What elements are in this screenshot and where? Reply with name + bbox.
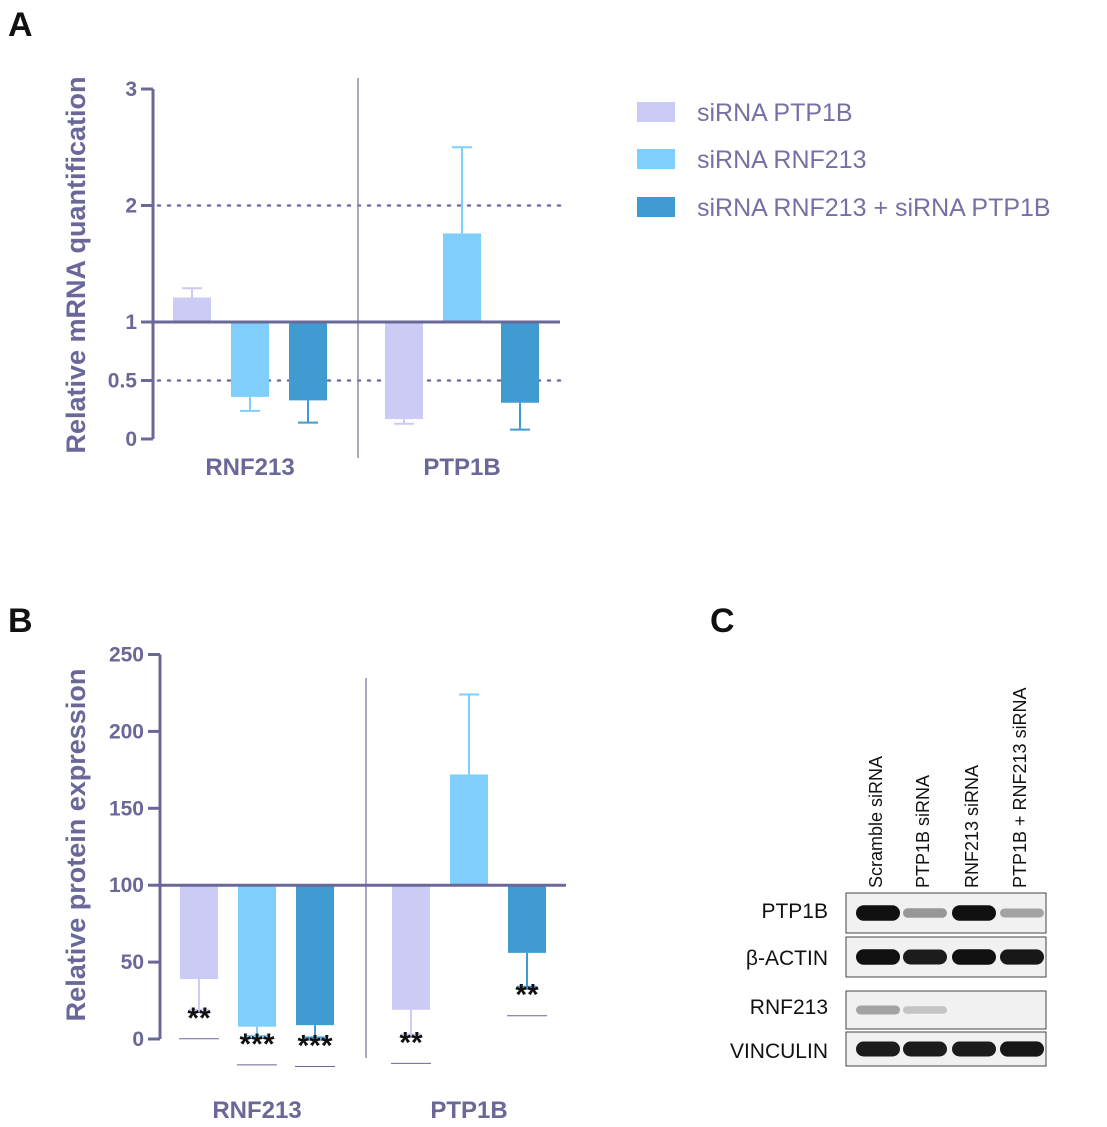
- lane-label: PTP1B + RNF213 siRNA: [1010, 687, 1030, 888]
- blot-band: [856, 949, 900, 965]
- significance-stars: ***: [239, 1028, 274, 1061]
- y-tick-label: 150: [109, 797, 144, 820]
- significance-stars: **: [399, 1026, 423, 1059]
- blot-band: [952, 905, 996, 921]
- blot-row-label: β-ACTIN: [746, 947, 828, 970]
- chart-a-mrna: Relative mRNA quantification 0 0.5 1 2 3 RNF2…: [61, 76, 562, 481]
- bar: [450, 774, 488, 886]
- blot-row-label: VINCULIN: [730, 1040, 828, 1063]
- blot-band: [856, 1005, 900, 1015]
- legend-label-sirna-rnf213-ptp1b: siRNA RNF213 + siRNA PTP1B: [697, 194, 1051, 222]
- lane-label: Scramble siRNA: [866, 756, 886, 888]
- blot-band: [1000, 949, 1044, 965]
- bar: [231, 322, 269, 397]
- blot-band: [903, 908, 947, 918]
- y-tick-label: 50: [121, 951, 144, 974]
- category-label: PTP1B: [430, 1097, 507, 1124]
- panel-b-letter: B: [8, 602, 33, 640]
- significance-stars: **: [187, 1002, 211, 1035]
- legend-item-sirna-rnf213-ptp1b: siRNA RNF213 + siRNA PTP1B: [637, 194, 1051, 222]
- blot-band: [903, 1006, 947, 1014]
- chart-b-ylabel: Relative protein expression: [61, 669, 91, 1022]
- blot-band: [1000, 1041, 1044, 1057]
- lane-label: RNF213 siRNA: [962, 765, 982, 888]
- legend: siRNA PTP1B siRNA RNF213 siRNA RNF213 + …: [637, 99, 1051, 222]
- y-tick-label: 0: [125, 428, 137, 451]
- blot-row-label: PTP1B: [761, 900, 828, 923]
- blot-band: [1000, 908, 1044, 918]
- panel-c-letter: C: [710, 602, 735, 640]
- bar: [238, 885, 276, 1027]
- significance-stars: **: [515, 979, 539, 1012]
- blot-band: [952, 949, 996, 965]
- blot-band: [952, 1041, 996, 1057]
- bar: [180, 885, 218, 980]
- panel-a-letter: A: [8, 6, 33, 44]
- legend-label-sirna-ptp1b: siRNA PTP1B: [697, 99, 853, 127]
- bar: [173, 297, 211, 322]
- blot-band: [903, 1041, 947, 1057]
- chart-a-ylabel: Relative mRNA quantification: [61, 76, 91, 453]
- blot-band: [903, 949, 947, 965]
- bar: [296, 885, 334, 1026]
- legend-swatch-sirna-rnf213: [637, 149, 675, 169]
- lane-label: PTP1B siRNA: [913, 775, 933, 888]
- legend-swatch-sirna-ptp1b: [637, 102, 675, 122]
- bar: [443, 233, 481, 322]
- y-tick-label: 250: [109, 644, 144, 667]
- bar: [385, 322, 423, 420]
- category-label: RNF213: [212, 1097, 301, 1124]
- y-tick-label: 100: [109, 874, 144, 897]
- y-tick-label: 2: [125, 195, 137, 218]
- chart-b-protein: Relative protein expression 0 50 100 150 200…: [61, 644, 566, 1124]
- legend-item-sirna-ptp1b: siRNA PTP1B: [637, 99, 853, 127]
- legend-item-sirna-rnf213: siRNA RNF213: [637, 146, 867, 174]
- blot-band: [856, 905, 900, 921]
- category-label: PTP1B: [423, 454, 500, 481]
- western-blot: Scramble siRNA PTP1B siRNA RNF213 siRNA PTP…: [730, 687, 1047, 1067]
- bar: [392, 885, 430, 1010]
- bar: [501, 322, 539, 403]
- blot-band: [856, 1041, 900, 1057]
- bar: [289, 322, 327, 401]
- y-tick-label: 0: [132, 1028, 144, 1051]
- y-tick-label: 0.5: [108, 370, 138, 393]
- significance-stars: ***: [297, 1029, 332, 1062]
- legend-swatch-sirna-rnf213-ptp1b: [637, 197, 675, 217]
- legend-label-sirna-rnf213: siRNA RNF213: [697, 146, 867, 174]
- y-tick-label: 1: [125, 311, 137, 334]
- blot-row-label: RNF213: [750, 996, 828, 1019]
- bar: [508, 885, 546, 953]
- y-tick-label: 3: [125, 78, 137, 101]
- y-tick-label: 200: [109, 720, 144, 743]
- category-label: RNF213: [205, 454, 294, 481]
